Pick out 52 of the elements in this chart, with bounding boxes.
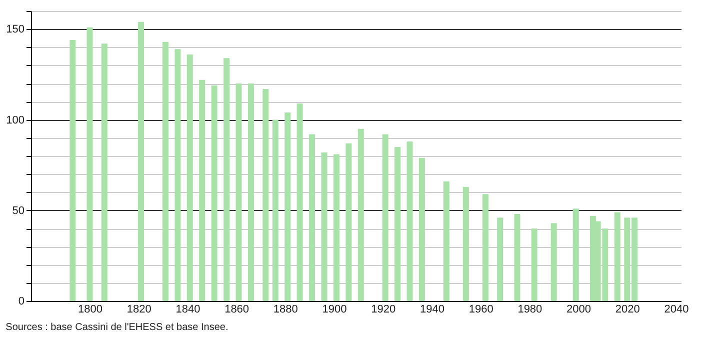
x-tick-label: 2000	[566, 304, 592, 316]
bar	[174, 49, 181, 301]
bar	[497, 218, 504, 301]
bar	[321, 152, 328, 301]
x-tick-label: 1800	[78, 304, 102, 316]
y-tick-label: 150	[6, 24, 24, 36]
x-tick-label: 1940	[420, 304, 444, 316]
bar	[514, 214, 520, 301]
x-tick-label: 1960	[468, 304, 494, 316]
x-tick-label: 2040	[664, 304, 689, 316]
bar	[199, 80, 206, 301]
x-tick-label: 2020	[615, 304, 640, 316]
bar	[550, 223, 557, 301]
bar	[531, 228, 538, 301]
bar	[482, 194, 488, 301]
bar	[272, 120, 278, 301]
bar	[358, 128, 364, 301]
bar	[462, 186, 469, 301]
bar	[284, 112, 291, 301]
x-tick-label: 1820	[126, 304, 152, 316]
y-tick-label: 100	[6, 114, 24, 126]
bar	[86, 27, 93, 301]
bar	[382, 134, 388, 301]
bar	[262, 88, 269, 301]
bar	[443, 181, 450, 301]
bar	[309, 134, 316, 301]
x-tick-label: 1880	[273, 304, 298, 316]
bar	[572, 208, 579, 301]
bar	[418, 158, 425, 301]
bar	[248, 84, 254, 301]
x-tick-label: 1900	[322, 304, 347, 316]
x-tick-label: 1920	[371, 304, 396, 316]
bar	[614, 212, 620, 301]
x-tick-label: 1840	[176, 304, 200, 316]
x-tick-label: 1860	[224, 304, 250, 316]
bar	[394, 146, 401, 301]
bar	[211, 85, 218, 301]
y-tick-label: 50	[12, 204, 24, 217]
bar	[186, 54, 193, 301]
y-tick-label: 0	[18, 296, 24, 308]
bar	[162, 42, 168, 301]
bar	[406, 142, 413, 301]
bar	[333, 154, 340, 301]
x-tick-label: 1980	[518, 304, 542, 316]
bar	[70, 40, 76, 301]
bar	[224, 58, 230, 301]
bar	[101, 44, 108, 301]
bar	[346, 143, 352, 301]
bar	[138, 22, 144, 301]
bar	[296, 103, 303, 301]
source-note: Sources : base Cassini de l'EHESS et base Insee.	[6, 322, 228, 333]
bar	[236, 84, 242, 301]
